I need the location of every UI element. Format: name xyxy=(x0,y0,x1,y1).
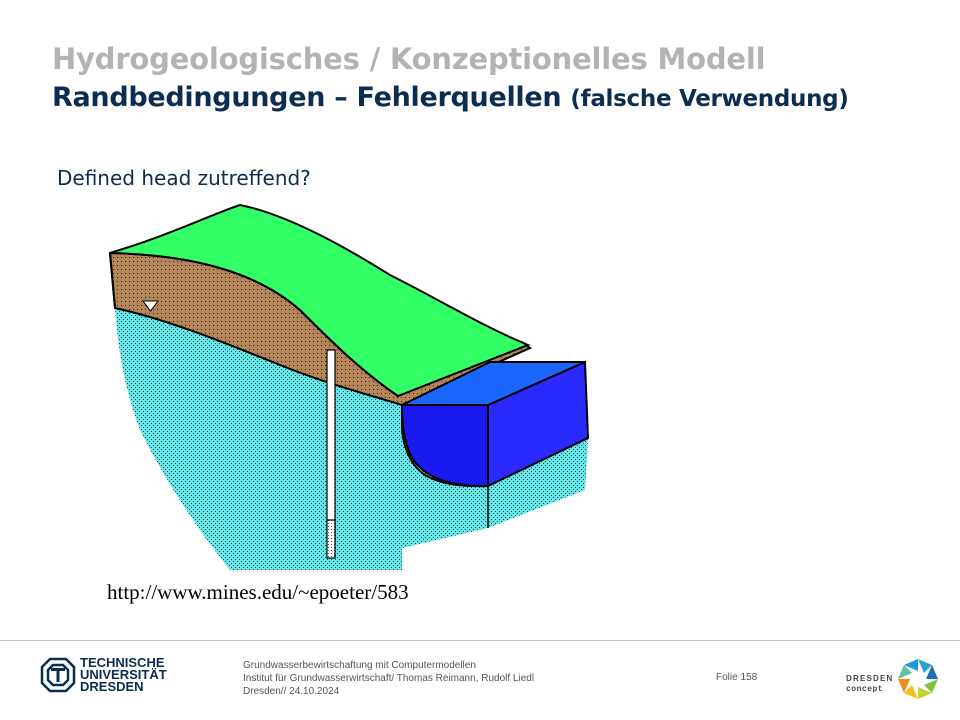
ground-surface xyxy=(109,203,531,398)
water-table-marker-icon xyxy=(142,300,159,312)
question-text: Defined head zutreffend? xyxy=(57,166,311,190)
well-screen xyxy=(326,519,336,559)
slide-title-top: Hydrogeologisches / Konzeptionelles Mode… xyxy=(52,42,766,76)
footer-info: Grundwasserbewirtschaftung mit Computerm… xyxy=(243,659,534,698)
footer-divider xyxy=(0,640,960,641)
slide-number: Folie 158 xyxy=(716,672,758,683)
dresden-concept-line-1: DRESDEN xyxy=(846,674,894,683)
dresden-concept-wordmark: DRESDEN concept xyxy=(846,673,894,695)
dresden-concept-line-2: concept xyxy=(846,685,884,694)
footer-date: Dresden// 24.10.2024 xyxy=(243,686,340,697)
water-body-top xyxy=(401,361,586,406)
source-url: http://www.mines.edu/~epoeter/583 xyxy=(107,580,409,604)
tu-dresden-line-1: TECHNISCHE xyxy=(80,655,165,670)
slide-title-main: Randbedingungen – Fehlerquellen (falsche… xyxy=(52,82,849,113)
tu-dresden-wordmark: TECHNISCHE UNIVERSITÄT DRESDEN xyxy=(80,655,167,694)
footer-institute: Institut für Grundwasserwirtschaft/ Thom… xyxy=(243,673,535,684)
hydrogeology-block-diagram xyxy=(108,203,590,570)
slide-title-main-paren: (falsche Verwendung) xyxy=(570,86,849,112)
observation-well xyxy=(326,349,336,541)
tu-dresden-logo-icon xyxy=(40,657,76,693)
footer-course: Grundwasserbewirtschaftung mit Computerm… xyxy=(243,660,476,671)
tu-dresden-line-2: UNIVERSITÄT xyxy=(80,667,167,682)
aquifer-layer xyxy=(115,308,588,570)
slide-title-main-text: Randbedingungen – Fehlerquellen xyxy=(52,82,562,113)
dresden-concept-logo-icon xyxy=(898,659,938,699)
tu-dresden-line-3: DRESDEN xyxy=(80,679,144,694)
